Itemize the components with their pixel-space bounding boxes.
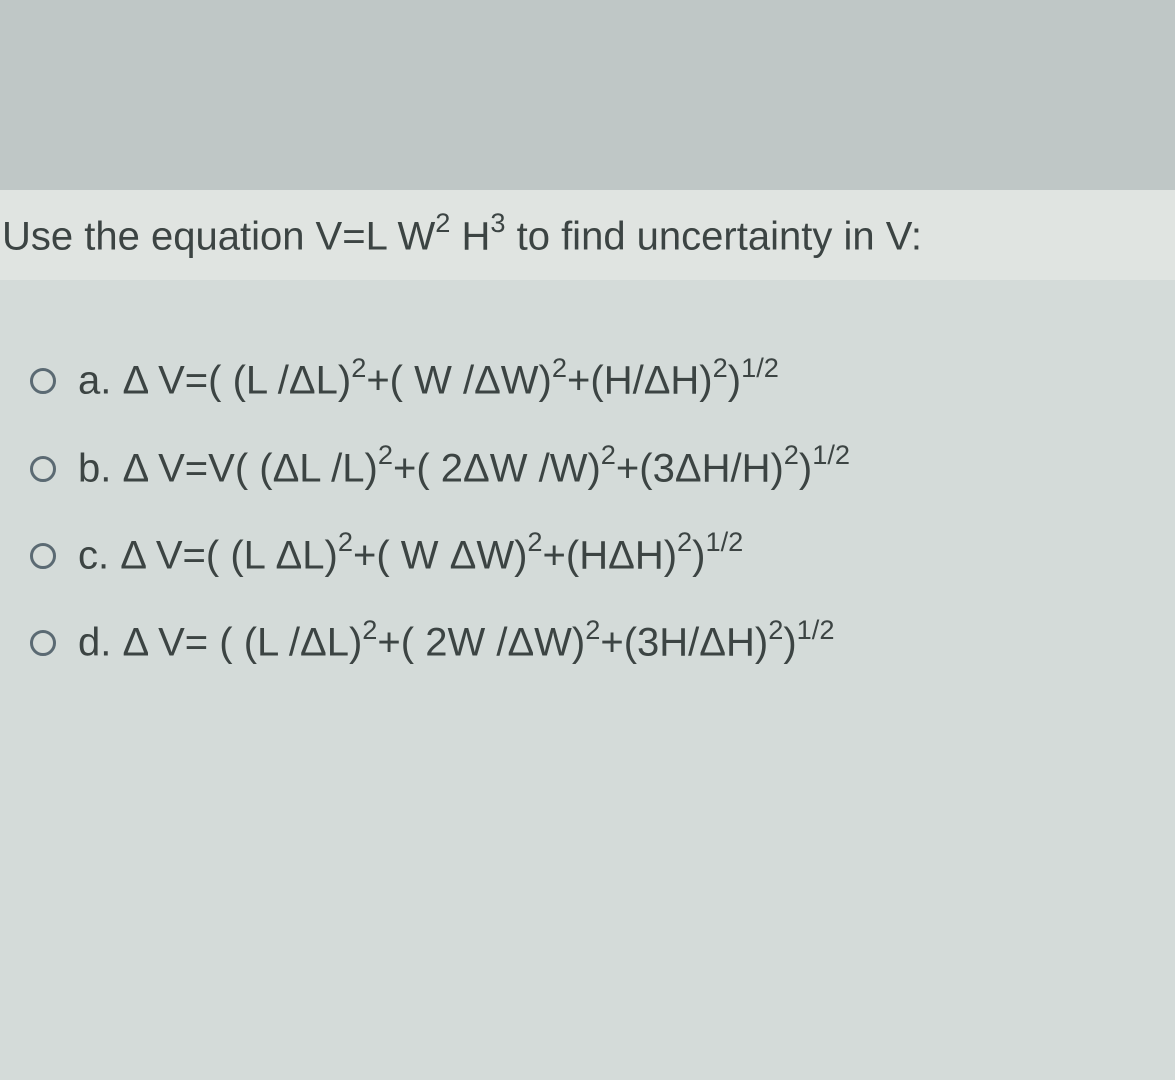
radio-icon[interactable] [30,630,56,656]
formula-part: +(3H/ΔH) [600,621,768,665]
formula-sup: 1/2 [812,439,850,470]
formula-part: Δ V=V( (ΔL /L) [122,446,377,490]
formula-part: +( 2W /ΔW) [377,621,585,665]
formula-sup: 2 [784,439,799,470]
top-blank-area [0,0,1175,190]
formula-part: +(H/ΔH) [567,359,713,403]
formula-sup: 2 [713,352,728,383]
formula-sup: 2 [552,352,567,383]
formula-part: ) [783,621,796,665]
option-c[interactable]: c. Δ V=( (L ΔL)2+( W ΔW)2+(HΔH)2)1/2 [30,525,1175,584]
option-label: d. [78,621,111,665]
option-label: a. [78,359,111,403]
formula-part: +( W ΔW) [353,533,527,577]
option-c-text: c. Δ V=( (L ΔL)2+( W ΔW)2+(HΔH)2)1/2 [78,525,743,584]
formula-part: +( 2ΔW /W) [393,446,601,490]
formula-part: Δ V= ( (L /ΔL) [122,621,362,665]
question-strip: Use the equation V=L W2 H3 to find uncer… [0,190,1175,280]
formula-sup: 1/2 [705,526,743,557]
formula-sup: 2 [362,614,377,645]
page: Use the equation V=L W2 H3 to find uncer… [0,0,1175,1080]
option-a[interactable]: a. Δ V=( (L /ΔL)2+( W /ΔW)2+(H/ΔH)2)1/2 [30,350,1175,409]
formula-sup: 2 [351,352,366,383]
question-exp-1: 2 [435,207,450,238]
radio-icon[interactable] [30,456,56,482]
question-part-3: to find uncertainty in V: [505,214,922,258]
formula-part: Δ V=( (L /ΔL) [122,359,351,403]
formula-sup: 2 [338,526,353,557]
radio-icon[interactable] [30,368,56,394]
formula-part: +(3ΔH/H) [616,446,784,490]
formula-sup: 1/2 [741,352,779,383]
formula-sup: 2 [378,439,393,470]
formula-sup: 1/2 [797,614,835,645]
formula-part: ) [728,359,741,403]
question-part-2: H [450,214,490,258]
formula-sup: 2 [527,526,542,557]
option-a-text: a. Δ V=( (L /ΔL)2+( W /ΔW)2+(H/ΔH)2)1/2 [78,350,779,409]
formula-part: +(HΔH) [543,533,678,577]
option-d-text: d. Δ V= ( (L /ΔL)2+( 2W /ΔW)2+(3H/ΔH)2)1… [78,612,834,671]
question-text: Use the equation V=L W2 H3 to find uncer… [0,208,1175,262]
option-label: b. [78,446,111,490]
formula-part: ) [799,446,812,490]
radio-icon[interactable] [30,543,56,569]
formula-sup: 2 [601,439,616,470]
formula-part: Δ V=( (L ΔL) [120,533,338,577]
formula-part: +( W /ΔW) [366,359,552,403]
option-label: c. [78,533,109,577]
option-b-text: b. Δ V=V( (ΔL /L)2+( 2ΔW /W)2+(3ΔH/H)2)1… [78,438,850,497]
options-area: a. Δ V=( (L /ΔL)2+( W /ΔW)2+(H/ΔH)2)1/2 … [0,280,1175,1080]
option-b[interactable]: b. Δ V=V( (ΔL /L)2+( 2ΔW /W)2+(3ΔH/H)2)1… [30,438,1175,497]
formula-sup: 2 [677,526,692,557]
question-part-1: Use the equation V=L W [2,214,435,258]
question-exp-2: 3 [490,207,505,238]
formula-sup: 2 [768,614,783,645]
formula-sup: 2 [585,614,600,645]
formula-part: ) [692,533,705,577]
option-d[interactable]: d. Δ V= ( (L /ΔL)2+( 2W /ΔW)2+(3H/ΔH)2)1… [30,612,1175,671]
